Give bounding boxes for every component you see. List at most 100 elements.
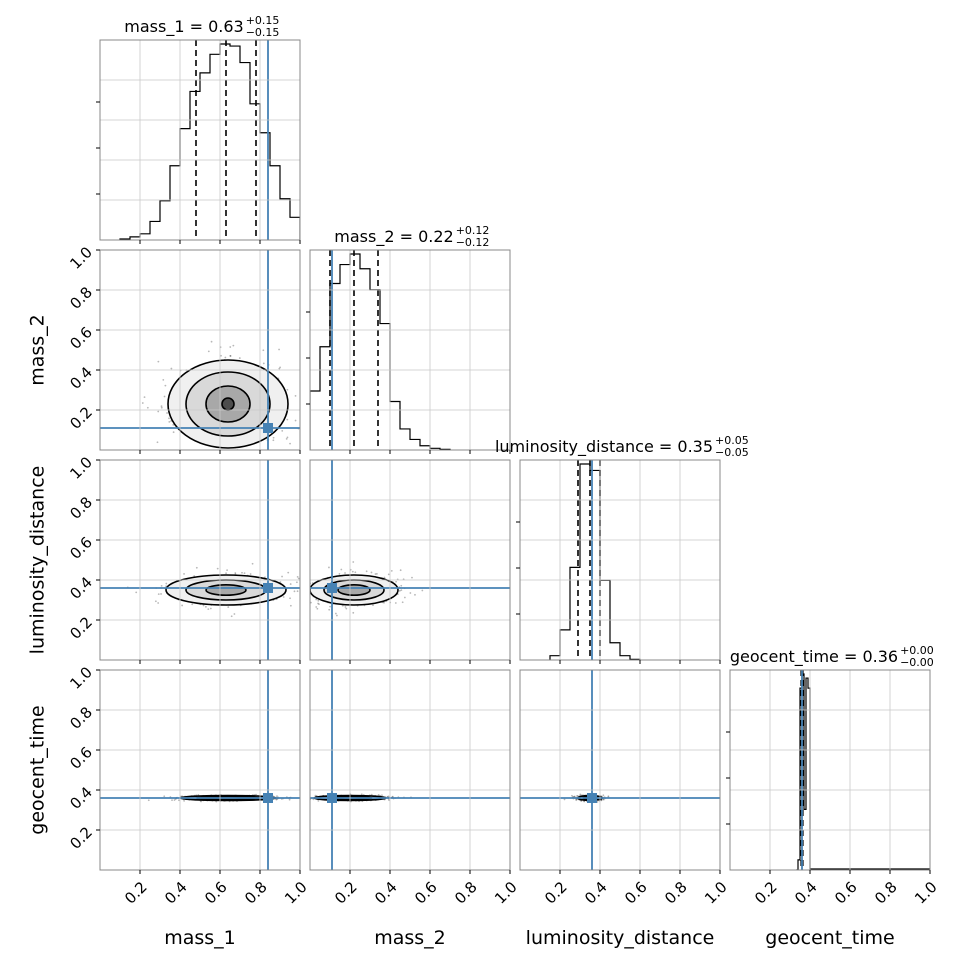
sample-point	[398, 589, 401, 592]
sample-point	[285, 437, 288, 440]
y-tick-label: 0.8	[66, 703, 96, 733]
sample-point	[305, 587, 307, 589]
truth-marker	[263, 423, 273, 433]
histogram-steps	[119, 43, 300, 240]
truth-marker	[587, 793, 597, 803]
y-tick-label: 0.6	[66, 533, 96, 563]
sample-point	[328, 566, 330, 569]
y-tick-label: 1.0	[66, 663, 96, 693]
truth-marker	[263, 793, 273, 803]
sample-point	[306, 798, 308, 800]
sample-point	[306, 798, 308, 800]
sample-point	[314, 794, 317, 797]
sample-point	[354, 571, 357, 574]
x-tick-label: 0.8	[871, 878, 901, 908]
sample-point	[226, 569, 228, 572]
sample-point	[315, 606, 318, 608]
sample-point	[365, 570, 368, 573]
sample-point	[162, 378, 165, 381]
sample-point	[421, 589, 424, 592]
sample-point	[255, 793, 257, 796]
sample-point	[576, 795, 578, 797]
y-tick-label: 0.4	[66, 783, 96, 813]
contour-line	[165, 574, 287, 606]
sample-point	[286, 418, 289, 421]
histogram-mass_2	[310, 250, 451, 450]
sample-point	[318, 603, 320, 606]
y-tick-label: 0.4	[66, 363, 96, 393]
sample-point	[302, 418, 304, 420]
sample-point	[302, 402, 304, 404]
y-tick-label: 0.4	[66, 573, 96, 603]
sample-point	[377, 794, 380, 796]
sample-point	[401, 601, 404, 604]
sample-point	[220, 354, 222, 357]
x-tick-label: 0.2	[541, 878, 571, 908]
y-tick-label: 1.0	[66, 453, 96, 483]
truth-marker	[327, 793, 337, 803]
histogram-steps	[796, 673, 811, 870]
sample-point	[234, 572, 237, 574]
sample-point	[171, 799, 173, 802]
sample-point	[376, 572, 378, 575]
y-tick-label: 0.8	[66, 493, 96, 523]
x-tick-label: 0.2	[121, 878, 151, 908]
sample-point	[344, 606, 347, 608]
sample-point	[303, 584, 305, 586]
sample-point	[307, 603, 309, 605]
sample-point	[135, 591, 138, 594]
sample-point	[607, 795, 610, 798]
x-tick-label: 1.0	[281, 878, 311, 908]
contour-line	[337, 583, 371, 596]
sample-point	[388, 799, 390, 802]
sample-point	[308, 797, 310, 799]
x-tick-label: 0.8	[451, 878, 481, 908]
histogram-mass_1	[119, 40, 300, 240]
sample-point	[328, 608, 331, 611]
sample-point	[207, 465, 209, 467]
density-panel-mass_2-luminosity_distance	[303, 460, 510, 660]
sample-point	[254, 475, 256, 477]
sample-point	[294, 419, 297, 422]
y-tick-label: 0.2	[66, 403, 96, 433]
sample-point	[315, 598, 318, 601]
sample-point	[400, 584, 403, 587]
sample-point	[297, 577, 300, 580]
density-panel-mass_1-luminosity_distance	[100, 460, 300, 660]
title-minus: −0.15	[246, 26, 280, 39]
title-minus: −0.00	[900, 656, 934, 669]
x-tick-label: 0.6	[831, 878, 861, 908]
sample-point	[288, 798, 291, 801]
sample-point	[571, 794, 573, 797]
contour-line	[310, 574, 399, 606]
sample-point	[305, 582, 307, 584]
x-tick-label: 0.2	[751, 878, 781, 908]
sample-point	[329, 605, 331, 608]
sample-point	[580, 800, 583, 803]
sample-point	[160, 593, 162, 595]
sample-point	[370, 571, 373, 574]
sample-point	[286, 436, 289, 439]
sample-point	[233, 613, 236, 615]
sample-point	[207, 350, 210, 353]
title-plus: +0.05	[715, 434, 749, 447]
sample-point	[272, 439, 275, 442]
x-tick-label: 0.8	[661, 878, 691, 908]
y-tick-label: 0.2	[66, 613, 96, 643]
sample-point	[215, 800, 218, 803]
sample-point	[160, 584, 163, 587]
sample-point	[229, 354, 232, 357]
sample-point	[352, 561, 355, 563]
panel-title: mass_2 = 0.22	[334, 227, 453, 247]
sample-point	[183, 573, 185, 575]
sample-point	[306, 796, 308, 798]
sample-point	[293, 590, 296, 593]
sample-point	[224, 356, 227, 359]
sample-point	[143, 396, 146, 399]
sample-point	[155, 474, 157, 476]
sample-point	[600, 799, 603, 802]
x-tick-label: 0.4	[371, 878, 401, 908]
truth-marker	[327, 583, 337, 593]
x-tick-label: 0.4	[581, 878, 611, 908]
panel-frame	[99, 249, 301, 451]
